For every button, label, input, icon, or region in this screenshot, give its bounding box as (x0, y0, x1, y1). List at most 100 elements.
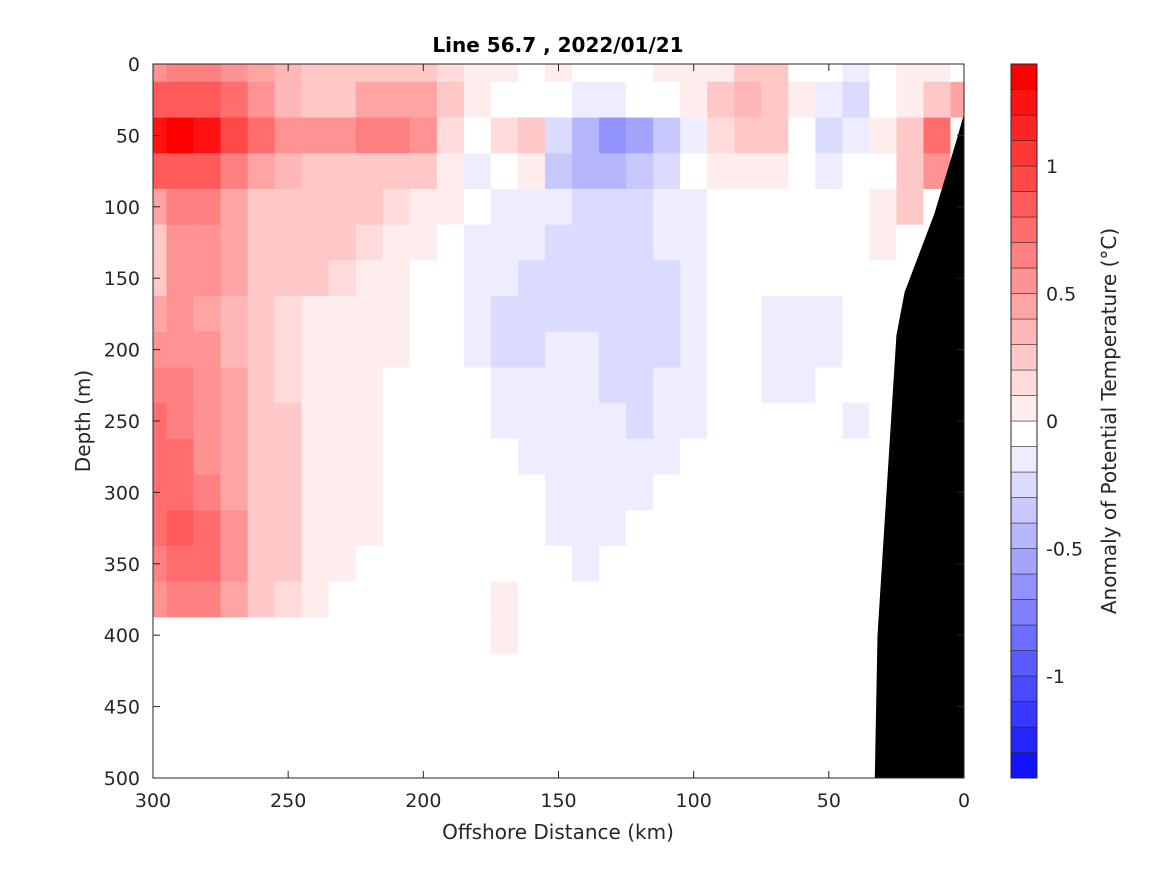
heatmap-cell (409, 64, 438, 83)
heatmap-cell (463, 188, 492, 226)
heatmap-cell (166, 581, 195, 618)
heatmap-cell (166, 474, 195, 511)
colorbar-frame (1010, 63, 1038, 779)
heatmap-cell (788, 581, 816, 618)
heatmap-cell (193, 188, 222, 226)
heatmap-cell (301, 296, 330, 333)
heatmap-cell (788, 64, 816, 83)
heatmap-cell (301, 403, 330, 440)
heatmap-cell (436, 403, 465, 440)
heatmap-cell (680, 331, 708, 369)
heatmap-cell (734, 581, 762, 618)
heatmap-cell (301, 153, 330, 190)
heatmap-cell (923, 64, 952, 83)
heatmap-cell (463, 81, 492, 119)
heatmap-cell (707, 367, 735, 404)
heatmap-cell (247, 617, 276, 654)
heatmap-cell (599, 260, 627, 297)
heatmap-cell (815, 510, 843, 547)
heatmap-cell (544, 117, 573, 154)
heatmap-cell (815, 438, 843, 476)
x-axis: 300 250 200 150 100 50 0 (135, 64, 970, 812)
heatmap-cell (788, 545, 816, 583)
heatmap-cell (355, 331, 384, 369)
colorbar-block (1010, 191, 1038, 218)
colorbar-block (1010, 395, 1038, 422)
heatmap-cell (463, 296, 492, 333)
heatmap-cell (274, 331, 303, 369)
heatmap-cell (463, 617, 492, 654)
colorbar-block (1010, 548, 1038, 575)
heatmap-cell (626, 260, 654, 297)
heatmap-cell (842, 474, 870, 511)
heatmap-cell (301, 545, 330, 583)
heatmap-cell (220, 438, 249, 476)
heatmap-cell (490, 581, 519, 618)
heatmap-cell (517, 117, 546, 154)
heatmap-cell (274, 117, 303, 154)
heatmap-cell (153, 224, 168, 261)
colorbar-block (1010, 497, 1038, 524)
heatmap-cell (707, 474, 735, 511)
y-axis-label: Depth (m) (71, 370, 95, 472)
heatmap-cell (734, 438, 762, 476)
heatmap-cell (436, 188, 465, 226)
heatmap-cell (436, 296, 465, 333)
heatmap-cell (274, 438, 303, 476)
heatmap-cell (517, 403, 546, 440)
heatmap-cell (869, 64, 898, 83)
heatmap-cell (328, 617, 357, 654)
heatmap-cell (653, 296, 681, 333)
heatmap-cell (153, 367, 168, 404)
heatmap-cells (153, 64, 965, 654)
heatmap-cell (382, 260, 411, 297)
heatmap-cell (707, 296, 735, 333)
heatmap-cell (842, 81, 870, 119)
heatmap-cell (166, 81, 195, 119)
heatmap-cell (680, 617, 708, 654)
heatmap-cell (436, 510, 465, 547)
heatmap-cell (626, 438, 654, 476)
heatmap-cell (355, 510, 384, 547)
heatmap-cell (815, 224, 843, 261)
heatmap-cell (734, 117, 762, 154)
heatmap-cell (409, 510, 438, 547)
heatmap-cell (680, 153, 708, 190)
heatmap-cell (896, 153, 925, 190)
heatmap-cell (544, 617, 573, 654)
heatmap-cell (626, 545, 654, 583)
heatmap-cell (788, 224, 816, 261)
heatmap-cell (653, 81, 681, 119)
colorbar-block (1010, 599, 1038, 626)
heatmap-cell (572, 510, 600, 547)
colorbar-block (1010, 89, 1038, 116)
heatmap-cell (355, 64, 384, 83)
colorbar-tick-label: -1 (1046, 666, 1065, 688)
colorbar-block (1010, 216, 1038, 243)
heatmap-cell (409, 224, 438, 261)
heatmap-cell (544, 438, 573, 476)
heatmap-cell (626, 117, 654, 154)
heatmap-cell (572, 331, 600, 369)
heatmap-cell (328, 474, 357, 511)
heatmap-cell (517, 510, 546, 547)
heatmap-cell (274, 403, 303, 440)
heatmap-cell (301, 117, 330, 154)
heatmap-cell (382, 581, 411, 618)
heatmap-cell (193, 367, 222, 404)
heatmap-cell (788, 403, 816, 440)
heatmap-cell (761, 581, 789, 618)
heatmap-cell (707, 510, 735, 547)
heatmap-cell (517, 188, 546, 226)
heatmap-cell (599, 81, 627, 119)
heatmap-cell (490, 117, 519, 154)
heatmap-cell (409, 81, 438, 119)
heatmap-cell (220, 581, 249, 618)
heatmap-cell (815, 153, 843, 190)
heatmap-cell (355, 367, 384, 404)
heatmap-cell (544, 367, 573, 404)
heatmap-cell (247, 117, 276, 154)
heatmap-cell (382, 617, 411, 654)
heatmap-cell (517, 545, 546, 583)
heatmap-cell (572, 153, 600, 190)
